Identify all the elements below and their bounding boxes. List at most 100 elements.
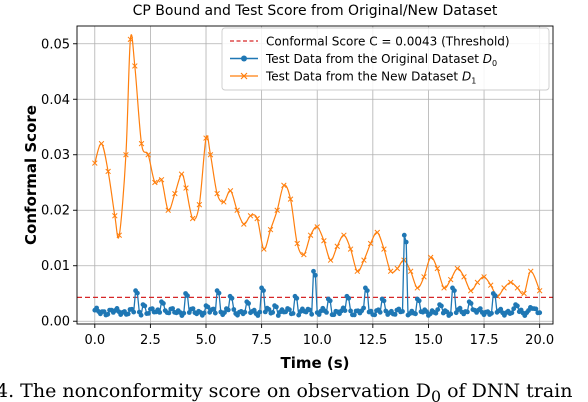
figure-caption: 4. The nonconformity score on observatio… <box>0 380 588 402</box>
series-new-marker <box>354 268 361 275</box>
series-original-marker <box>190 306 196 311</box>
series-new-marker <box>274 207 280 213</box>
series-new-marker <box>536 287 543 294</box>
legend: Conformal Score C = 0.0043 (Threshold) T… <box>221 27 550 91</box>
x-axis-label: Time (s) <box>280 354 349 372</box>
series-new-marker <box>447 276 454 283</box>
series-new-marker <box>374 229 381 236</box>
series-original-marker <box>401 232 407 238</box>
series-new-marker <box>127 36 134 43</box>
series-new-marker <box>294 240 300 247</box>
series-original-marker <box>533 306 539 312</box>
series-new-marker <box>314 224 320 230</box>
series-new-marker <box>241 221 247 227</box>
y-tick-label: 0.04 <box>41 93 70 108</box>
series-original-marker <box>439 303 444 309</box>
series-new-marker <box>301 251 307 258</box>
series-original-marker <box>262 309 268 315</box>
series-original-marker <box>225 307 231 313</box>
series-original-marker <box>324 310 329 315</box>
series-original-marker <box>342 308 348 313</box>
series-new-marker <box>474 279 481 286</box>
x-tick-label: 5.0 <box>196 333 217 348</box>
x-tick-label: 2.5 <box>140 333 161 348</box>
series-original-marker <box>270 310 276 315</box>
series-new-marker <box>361 257 367 263</box>
series-original-marker <box>222 310 227 315</box>
series-original-marker <box>351 312 357 318</box>
series-new-marker <box>341 232 347 238</box>
y-tick-label: 0.03 <box>41 148 70 163</box>
series-new-marker <box>152 179 158 186</box>
series-new-marker <box>501 285 507 291</box>
y-tick-label: 0.00 <box>41 315 70 330</box>
series-original-marker <box>257 309 263 315</box>
series-original-marker <box>138 312 144 318</box>
chart: 0.0 2.5 5.0 7.5 10.0 12.5 15.0 17.5 20.0 0.000.0… <box>22 3 554 372</box>
series-new-marker <box>327 257 334 263</box>
series-original-marker <box>261 288 266 293</box>
series-new-marker <box>116 232 123 238</box>
series-new-marker <box>158 176 165 183</box>
series-new-marker <box>387 268 394 275</box>
series-original-marker <box>444 309 450 315</box>
x-tick-label: 17.5 <box>470 333 499 348</box>
series-original-marker <box>242 309 248 315</box>
series-new-marker <box>307 232 314 238</box>
series-original-marker <box>433 310 439 316</box>
y-tick-label: 0.05 <box>41 37 70 52</box>
series-original-marker <box>157 310 163 315</box>
x-tick-label: 7.5 <box>251 333 272 348</box>
legend-box <box>221 27 550 91</box>
series-new-marker <box>203 135 209 141</box>
series-new-marker <box>254 215 260 222</box>
x-tick-label: 0.0 <box>84 333 105 348</box>
series-original-marker <box>465 309 470 315</box>
series-original-marker <box>372 312 378 318</box>
series-new-marker <box>261 246 267 252</box>
series-original-marker <box>290 311 296 316</box>
series-original-marker <box>327 298 333 304</box>
series-new-marker <box>521 290 527 297</box>
series-new-marker <box>132 63 138 69</box>
series-new-marker <box>234 207 240 213</box>
series-original-marker <box>457 305 463 311</box>
series-original-dataset <box>92 232 543 318</box>
series-new-marker <box>528 268 534 275</box>
series-original-marker <box>142 303 148 309</box>
series-original-marker <box>448 311 454 317</box>
legend-new-marker <box>240 72 248 80</box>
series-original-marker <box>537 310 543 316</box>
y-axis-ticks: 0.00 0.01 0.02 0.03 0.04 0.05 <box>41 37 77 330</box>
x-tick-label: 10.0 <box>303 333 332 348</box>
series-original-marker <box>216 290 222 296</box>
caption-rest: of DNN train <box>441 380 573 402</box>
series-new-marker <box>421 274 427 280</box>
series-original-marker <box>416 298 422 304</box>
series-original-marker <box>307 307 313 313</box>
series-new-marker <box>145 151 151 158</box>
legend-threshold-label: Conformal Score C = 0.0043 (Threshold) <box>266 35 510 49</box>
series-new-marker <box>247 213 254 219</box>
series-original-marker <box>309 311 315 317</box>
series-original-marker <box>266 307 272 312</box>
series-original-marker <box>361 305 366 311</box>
x-tick-label: 20.0 <box>525 333 554 348</box>
legend-original-symbol: D <box>483 52 492 66</box>
series-original-marker <box>231 307 237 312</box>
series-original-marker <box>348 308 353 314</box>
series-original-marker <box>294 295 300 301</box>
series-new-marker <box>414 285 421 291</box>
series-original-marker <box>161 301 166 306</box>
series-new-marker <box>221 199 227 205</box>
series-original-marker <box>287 307 292 312</box>
series-new-marker <box>196 201 203 208</box>
series-new-marker <box>467 287 474 294</box>
series-new-marker <box>481 274 487 280</box>
series-new-marker <box>172 190 178 197</box>
series-original-marker <box>392 312 398 317</box>
series-original-marker <box>296 312 302 318</box>
series-new-marker <box>214 190 220 197</box>
series-original-marker <box>377 309 383 315</box>
series-original-marker <box>311 268 316 274</box>
